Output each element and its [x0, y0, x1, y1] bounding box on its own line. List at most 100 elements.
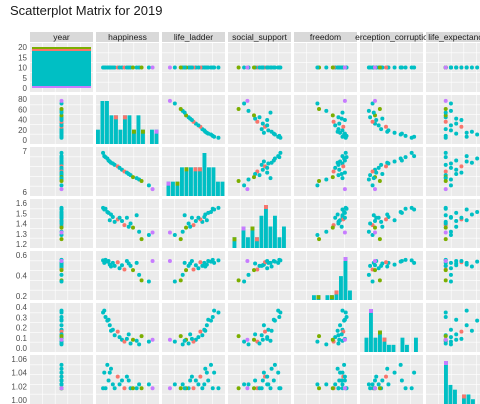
y-tick-label: 0.3 [16, 313, 28, 322]
histogram-bar [211, 167, 216, 196]
strip-label-top: social_support [232, 32, 287, 42]
data-point [255, 119, 260, 124]
data-point [110, 327, 115, 332]
histogram-bar [166, 181, 171, 186]
data-point [379, 162, 384, 167]
histogram-bar [32, 47, 91, 49]
data-point [182, 213, 187, 218]
data-point [146, 279, 151, 284]
histogram-bar [175, 181, 180, 186]
data-point [268, 65, 273, 70]
data-point [196, 266, 201, 271]
data-point [379, 219, 384, 224]
data-point [212, 308, 217, 313]
data-point [206, 259, 211, 264]
histogram-bar [334, 290, 339, 295]
data-point [182, 386, 187, 391]
data-point [115, 329, 120, 334]
data-point [193, 378, 198, 383]
data-point [265, 170, 270, 175]
data-point [59, 268, 64, 273]
data-point [276, 260, 281, 265]
data-point [340, 213, 345, 218]
data-point [330, 225, 335, 230]
data-point [198, 329, 203, 334]
data-point [448, 232, 453, 237]
data-point [128, 263, 133, 268]
data-point [443, 213, 448, 218]
data-point [330, 386, 335, 391]
data-point [371, 176, 376, 181]
data-point [59, 362, 64, 367]
data-point [380, 378, 385, 383]
panel-life_ladder-freedom [294, 147, 357, 196]
data-point [134, 260, 139, 265]
data-point [245, 259, 250, 264]
data-point [443, 206, 448, 211]
data-point [260, 378, 265, 383]
data-point [340, 128, 345, 133]
data-point [399, 259, 404, 264]
data-point [212, 370, 217, 375]
data-point [399, 378, 404, 383]
data-point [198, 374, 203, 379]
data-point [139, 278, 144, 283]
histogram-bar [466, 394, 471, 404]
histogram-bar [330, 295, 334, 300]
data-point [137, 382, 142, 387]
data-point [377, 107, 382, 112]
data-point [139, 237, 144, 242]
data-point [202, 260, 207, 265]
data-point [246, 382, 251, 387]
data-point [341, 124, 346, 129]
data-point [206, 317, 211, 322]
data-point [370, 183, 375, 188]
histogram-bar [232, 237, 237, 248]
data-point [172, 101, 177, 106]
histogram-bar [132, 129, 136, 134]
histogram-bar [264, 205, 268, 209]
data-point [469, 264, 474, 269]
data-point [454, 332, 459, 337]
data-point [124, 215, 129, 220]
data-point [139, 386, 144, 391]
data-point [59, 366, 64, 371]
data-point [146, 339, 151, 344]
data-point [202, 214, 207, 219]
data-point [412, 65, 417, 70]
histogram-bar [400, 337, 405, 352]
data-point [196, 382, 201, 387]
data-point [454, 121, 459, 126]
data-point [191, 386, 196, 391]
data-point [261, 159, 266, 164]
data-point [443, 110, 448, 115]
data-point [124, 336, 129, 341]
data-point [188, 378, 193, 383]
data-point [333, 382, 338, 387]
data-point [268, 260, 273, 265]
data-point [260, 65, 265, 70]
data-point [131, 268, 135, 273]
data-point [216, 65, 221, 70]
matrix-panels: year happiness life_ladder social_support fr… [11, 32, 480, 404]
histogram-bar [32, 49, 91, 51]
histogram-bar [448, 384, 453, 404]
data-point [384, 260, 388, 265]
data-point [59, 308, 64, 313]
histogram-bar [175, 181, 180, 196]
data-point [252, 268, 256, 273]
data-point [122, 267, 127, 272]
strip-label-top: erception_corruptio [355, 32, 428, 42]
y-tick-label: 6 [23, 188, 28, 197]
data-point [277, 257, 282, 262]
data-point [184, 225, 189, 230]
data-point [373, 259, 377, 264]
y-tick-label: 1.06 [11, 355, 27, 364]
data-point [112, 386, 117, 391]
y-tick-label: 20 [18, 43, 27, 52]
data-point [339, 224, 344, 229]
data-point [475, 65, 480, 70]
data-point [373, 219, 377, 224]
data-point [59, 101, 64, 106]
data-point [260, 121, 265, 126]
